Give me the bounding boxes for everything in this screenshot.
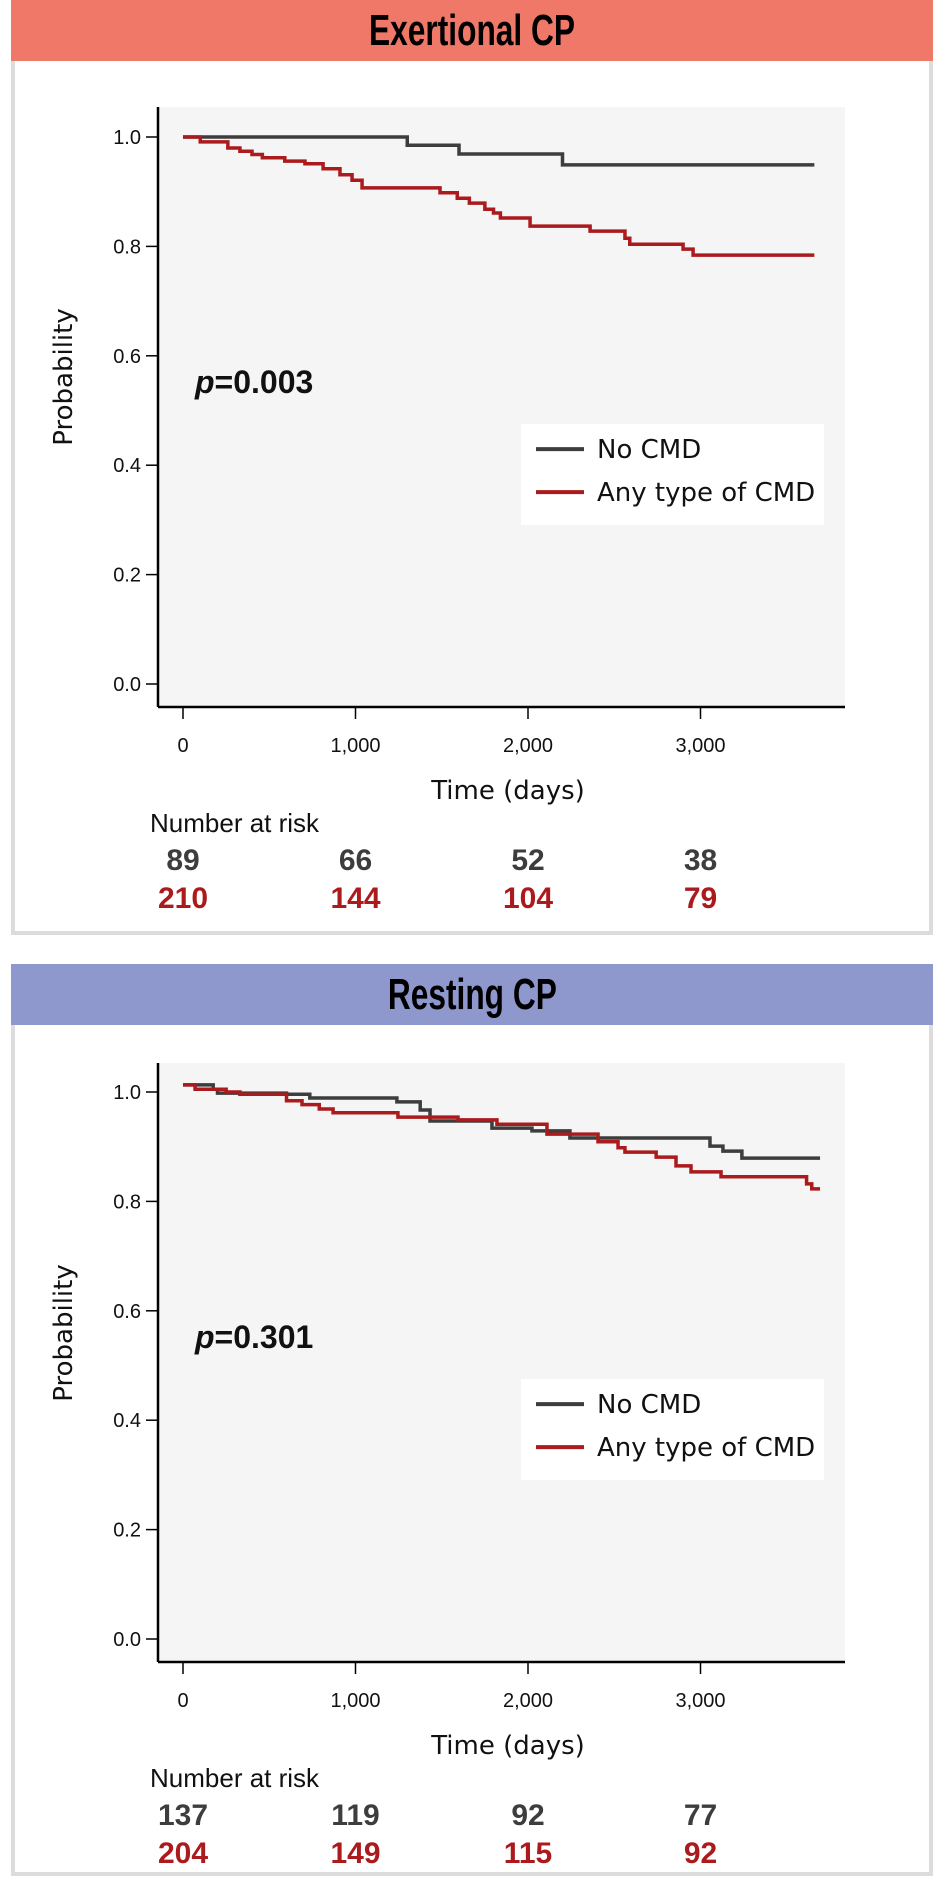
series-any-cmd [183, 1083, 821, 1191]
panel-header-resting: Resting CP [11, 964, 933, 1025]
risk-value-any-cmd: 210 [158, 882, 208, 915]
x-tick-label: 1,000 [330, 735, 380, 757]
risk-value-no-cmd: 92 [511, 1799, 544, 1832]
y-tick-label: 0.8 [113, 236, 141, 258]
km-chart: 0.0 0.2 0.4 0.6 0.8 1.0 0 1,000 2,000 3,000 Time (… [49, 1063, 845, 1870]
p-value: p=0.301 [194, 1319, 313, 1355]
risk-value-no-cmd: 52 [511, 844, 544, 877]
risk-value-any-cmd: 115 [504, 1837, 552, 1870]
plot-area [158, 107, 845, 707]
y-axis-title: Probability [49, 1264, 79, 1401]
x-tick-label: 0 [177, 1690, 188, 1712]
legend: No CMD Any type of CMD [521, 1379, 824, 1481]
legend-box [521, 1379, 824, 1481]
panel-title: Exertional CP [369, 5, 575, 55]
legend: No CMD Any type of CMD [521, 424, 824, 526]
x-axis-title: Time (days) [430, 1731, 585, 1761]
y-tick-label: 0.6 [113, 1301, 141, 1323]
p-label: p [194, 364, 215, 400]
p-number: =0.003 [215, 364, 314, 400]
series-no-cmd [183, 135, 815, 167]
x-tick-label: 3,000 [675, 1690, 725, 1712]
series-any-cmd [183, 135, 815, 257]
p-label: p [194, 1319, 215, 1355]
y-tick-label: 0.2 [113, 1520, 141, 1542]
x-tick-label: 0 [177, 735, 188, 757]
legend-label: No CMD [597, 435, 701, 465]
risk-value-no-cmd: 119 [331, 1799, 379, 1832]
y-tick-label: 0.0 [113, 1629, 141, 1651]
y-axis-title: Probability [49, 308, 79, 445]
panel-title: Resting CP [387, 969, 557, 1019]
legend-label: Any type of CMD [597, 1433, 815, 1463]
legend-box [521, 424, 824, 526]
y-tick-label: 1.0 [113, 127, 141, 149]
risk-table-title: Number at risk [150, 1763, 320, 1793]
p-value: p=0.003 [194, 364, 313, 400]
y-tick-label: 0.4 [113, 455, 141, 477]
risk-value-no-cmd: 89 [166, 844, 199, 877]
panel-header-exertional: Exertional CP [11, 0, 933, 61]
x-tick-label: 1,000 [330, 1690, 380, 1712]
risk-value-no-cmd: 137 [158, 1799, 208, 1832]
y-tick-label: 1.0 [113, 1082, 141, 1104]
x-axis-title: Time (days) [430, 776, 585, 806]
risk-table-title: Number at risk [150, 808, 320, 838]
risk-value-any-cmd: 79 [684, 882, 717, 915]
y-tick-label: 0.6 [113, 346, 141, 368]
risk-value-any-cmd: 144 [330, 882, 380, 915]
x-tick-label: 2,000 [503, 1690, 553, 1712]
y-tick-label: 0.0 [113, 674, 141, 696]
km-chart: 0.0 0.2 0.4 0.6 0.8 1.0 0 1,000 2,000 3,000 Time (… [49, 107, 845, 915]
y-tick-label: 0.8 [113, 1191, 141, 1213]
x-tick-label: 3,000 [675, 735, 725, 757]
plot-area [158, 1063, 845, 1662]
x-tick-label: 2,000 [503, 735, 553, 757]
y-tick-label: 0.2 [113, 565, 141, 587]
risk-value-any-cmd: 92 [684, 1837, 717, 1870]
risk-value-no-cmd: 38 [684, 844, 717, 877]
legend-label: Any type of CMD [597, 478, 815, 508]
risk-value-no-cmd: 66 [339, 844, 372, 877]
p-number: =0.301 [215, 1319, 314, 1355]
risk-value-any-cmd: 149 [330, 1837, 380, 1870]
y-tick-label: 0.4 [113, 1410, 141, 1432]
risk-value-any-cmd: 104 [503, 882, 553, 915]
risk-value-any-cmd: 204 [158, 1837, 208, 1870]
legend-label: No CMD [597, 1390, 701, 1420]
risk-value-no-cmd: 77 [684, 1799, 717, 1832]
